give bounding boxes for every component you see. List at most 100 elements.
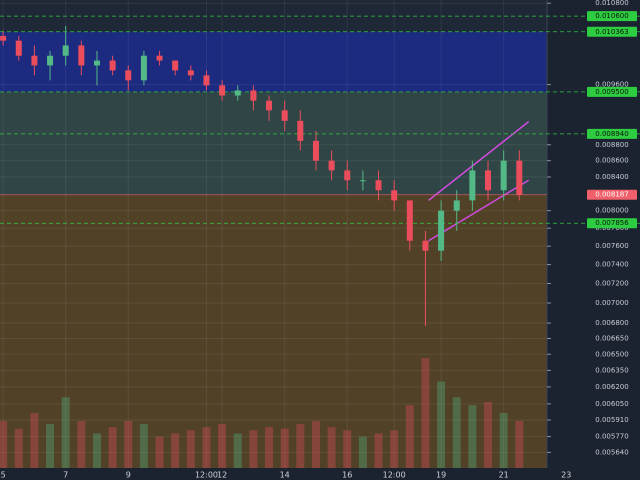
volume-bar [46,424,55,468]
candle-body [344,170,351,181]
candle-body [391,190,398,201]
volume-bar [218,424,227,468]
candle-body [31,55,38,66]
volume-bar [499,413,508,468]
x-tick-label: 21 [499,471,509,480]
candle-body [328,160,335,171]
y-tick-label: 0.006650 [595,334,628,342]
x-tick-label: 19 [436,471,446,480]
volume-bar [343,430,352,468]
candle-body [250,90,257,101]
x-tick-label: 16 [342,471,352,480]
volume-bar [405,405,414,468]
plot-area [0,0,567,468]
y-tick-label: 0.007000 [595,299,628,307]
y-tick-label: 0.006050 [595,400,628,408]
volume-bar [171,433,180,468]
volume-bar [311,420,320,468]
y-tick-label: 0.008800 [595,141,628,149]
zone [0,194,547,468]
candle-body [312,140,319,161]
level-label-box [587,11,637,22]
level-label-box [587,86,637,97]
volume-bar [468,405,477,468]
candle-body [375,180,382,191]
volume-bar [421,358,430,468]
zone [0,91,547,195]
y-tick-label: 0.007400 [595,261,628,269]
y-tick-label: 0.007600 [595,242,628,250]
candle-body [281,110,288,121]
volume-bar [30,413,39,468]
candle-body [203,75,210,86]
x-tick-label: 14 [280,471,290,480]
y-tick-label: 0.009600 [595,81,628,89]
volume-bar [139,424,148,468]
candle-body [297,120,304,141]
candle-body [93,60,100,66]
level-label: 0.008940 [595,130,628,138]
volume-bar [358,436,367,468]
volume-bar [202,427,211,468]
volume-bar [0,420,8,468]
volume-bar [108,427,117,468]
candle-body [266,100,273,111]
x-tick-label: 23 [561,471,571,480]
x-tick-label: 12:00 [195,471,218,480]
last-price-label: 0.008187 [595,191,628,199]
y-tick-label: 0.008000 [595,207,628,215]
trendline [428,179,530,242]
candle-body [47,55,54,66]
y-tick-label: 0.005770 [595,433,628,441]
volume-bar [77,420,86,468]
candle-body [359,180,366,182]
candle-body [219,85,226,96]
candle-body [234,90,241,96]
trendline [428,121,530,201]
volume-bar [374,433,383,468]
candle-body [15,40,22,56]
volume-bar [186,430,195,468]
y-tick-label: 0.006350 [595,366,628,374]
level-label: 0.007856 [595,219,629,227]
volume-bar [92,433,101,468]
y-tick-label: 0.007200 [595,280,628,288]
candle-body [516,160,523,195]
y-tick-label: 0.005640 [595,448,628,456]
x-tick-label: 9 [126,471,131,480]
candle-body [469,170,476,201]
volume-bar [327,427,336,468]
volume-bar [233,433,242,468]
level-label: 0.009500 [595,88,628,96]
volume-bar [484,402,493,468]
time-axis-panel [0,468,640,480]
y-tick-label: 0.005910 [595,416,628,424]
volume-bar [61,397,70,468]
candle-body [0,35,7,41]
candle-body [500,160,507,191]
volume-bar [390,430,399,468]
price-axis-panel [547,0,640,468]
y-tick-label: 0.006500 [595,350,628,358]
level-label-box [587,128,637,139]
candle-body [125,70,132,81]
x-tick-label: 12 [217,471,227,480]
y-tick-label: 0.006800 [595,319,628,327]
y-tick-label: 0.010800 [595,0,628,7]
candle-body [156,55,163,61]
level-label-box [587,218,637,229]
y-tick-label: 0.006200 [595,383,628,391]
y-tick-label: 0.008400 [595,173,628,181]
candle-body [422,240,429,251]
x-tick-label: 12:00 [383,471,406,480]
volume-bar [452,397,461,468]
candle-body [140,55,147,81]
candle-body [62,45,69,56]
volume-bar [437,381,446,468]
candle-body [187,70,194,76]
x-tick-label: 5 [1,471,6,480]
level-label: 0.010363 [595,28,628,36]
candle-body [172,60,179,71]
candle-body [406,200,413,241]
